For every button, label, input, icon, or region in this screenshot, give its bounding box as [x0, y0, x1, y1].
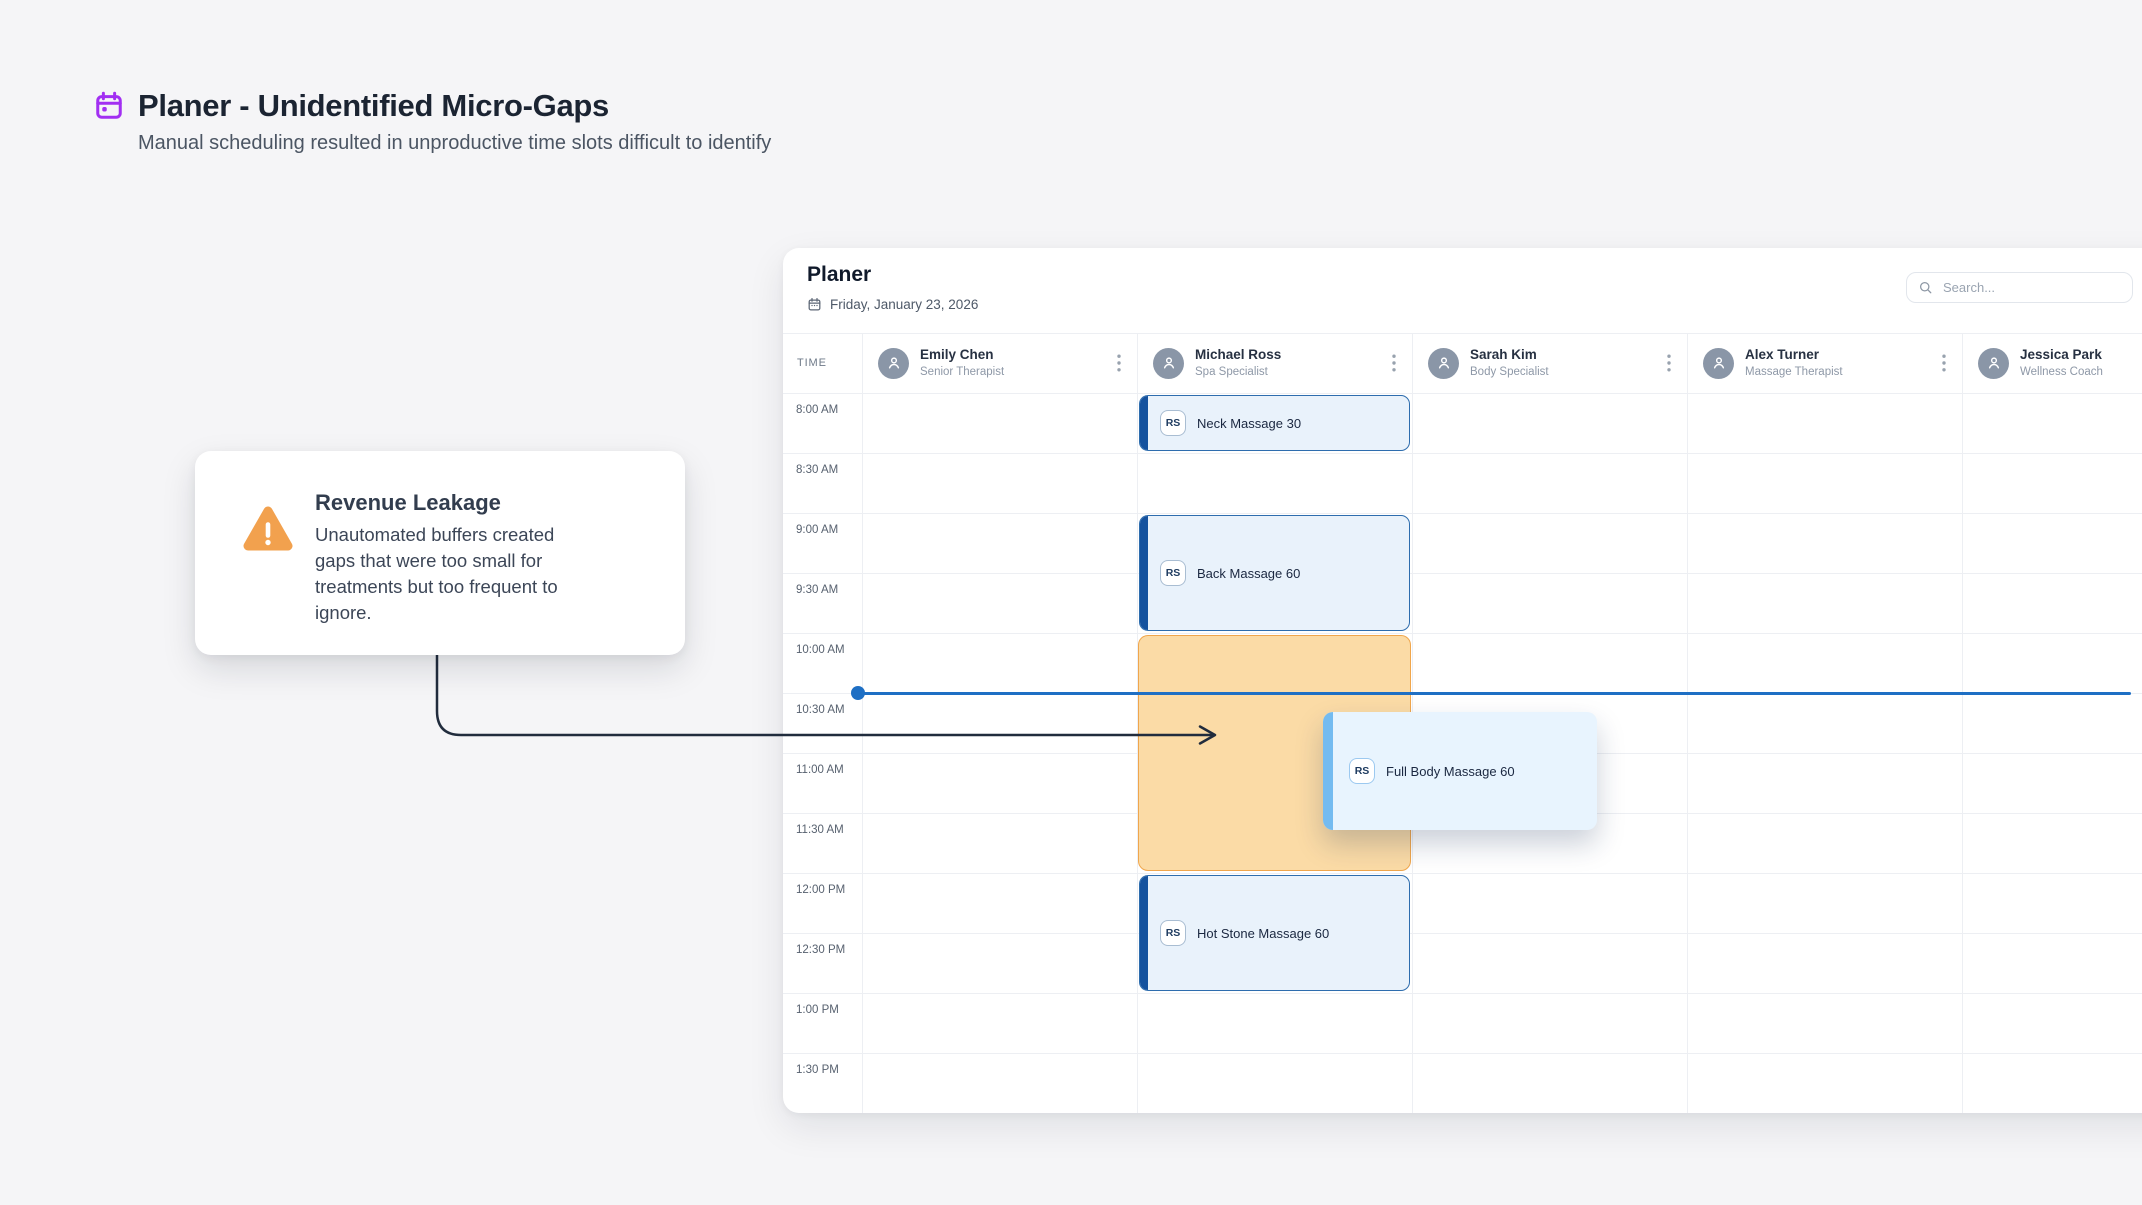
grid-row-line: [783, 333, 2142, 334]
therapist-name: Michael Ross: [1195, 347, 1282, 363]
therapist-header-alex-turner: Alex Turner Massage Therapist: [1687, 333, 1962, 393]
therapist-header-emily-chen: Emily Chen Senior Therapist: [862, 333, 1137, 393]
grid-column-line: [862, 333, 863, 1113]
scheduler-panel: Planer Friday, January 23, 2026 TIME: [783, 248, 2142, 1113]
current-time-indicator-line: [858, 692, 2131, 695]
grid-row-line: [783, 633, 2142, 634]
appointment-back-massage-60[interactable]: RS Back Massage 60: [1139, 515, 1410, 631]
warning-triangle-icon: [242, 503, 294, 551]
grid-row-line: [783, 513, 2142, 514]
therapist-header-jessica-park: Jessica Park Wellness Coach: [1962, 333, 2142, 393]
therapist-role: Wellness Coach: [2020, 366, 2103, 379]
grid-row-line: [783, 453, 2142, 454]
therapist-name: Alex Turner: [1745, 347, 1820, 363]
appointment-accent-bar: [1323, 712, 1333, 830]
avatar: [1428, 347, 1459, 379]
time-label: 9:30 AM: [796, 584, 839, 596]
search-box[interactable]: [1906, 272, 2133, 303]
kebab-menu-icon[interactable]: [1667, 354, 1671, 372]
time-label: 10:00 AM: [796, 644, 845, 656]
appointment-accent-bar: [1140, 876, 1148, 990]
revenue-leakage-callout: Revenue Leakage Unautomated buffers crea…: [195, 451, 685, 655]
search-icon: [1918, 280, 1933, 295]
appointment-label: Back Massage 60: [1197, 565, 1301, 581]
kebab-menu-icon[interactable]: [1392, 354, 1396, 372]
search-input[interactable]: [1941, 279, 2121, 296]
callout-body: Unautomated buffers created gaps that we…: [315, 524, 558, 623]
page-subtitle: Manual scheduling resulted in unproducti…: [138, 132, 772, 154]
time-label: 1:00 PM: [796, 1004, 839, 1016]
therapist-initials-badge: RS: [1160, 410, 1186, 436]
grid-row-line: [783, 873, 2142, 874]
time-label: 11:30 AM: [796, 824, 844, 836]
therapist-name: Sarah Kim: [1470, 347, 1537, 363]
grid-row-line: [783, 393, 2142, 394]
time-label: 10:30 AM: [796, 704, 845, 716]
grid-column-line: [1687, 333, 1688, 1113]
appointment-label: Full Body Massage 60: [1386, 763, 1515, 779]
therapist-role: Senior Therapist: [920, 366, 1005, 379]
avatar: [878, 347, 909, 379]
calendar-icon: [94, 91, 124, 121]
callout-title: Revenue Leakage: [315, 490, 501, 515]
page-heading: Planer - Unidentified Micro-Gaps Manual …: [94, 88, 771, 155]
appointment-accent-bar: [1140, 516, 1148, 630]
floating-appointment-full-body-massage[interactable]: RS Full Body Massage 60: [1323, 712, 1597, 830]
time-label: 9:00 AM: [796, 524, 839, 536]
grid-row-line: [783, 993, 2142, 994]
page-title: Planer - Unidentified Micro-Gaps: [138, 88, 609, 123]
therapist-role: Massage Therapist: [1745, 366, 1843, 379]
time-label: 8:30 AM: [796, 464, 839, 476]
grid-column-line: [1962, 333, 1963, 1113]
appointment-accent-bar: [1140, 396, 1148, 450]
scheduler-date: Friday, January 23, 2026: [807, 297, 978, 312]
grid-row-line: [783, 933, 2142, 934]
time-column-header: TIME: [797, 357, 827, 369]
therapist-initials-badge: RS: [1349, 758, 1375, 784]
kebab-menu-icon[interactable]: [1942, 354, 1946, 372]
time-label: 1:30 PM: [796, 1064, 839, 1076]
appointment-neck-massage-30[interactable]: RS Neck Massage 30: [1139, 395, 1410, 451]
time-label: 12:00 PM: [796, 884, 846, 896]
therapist-header-sarah-kim: Sarah Kim Body Specialist: [1412, 333, 1687, 393]
kebab-menu-icon[interactable]: [1117, 354, 1121, 372]
therapist-name: Emily Chen: [920, 347, 994, 363]
therapist-role: Body Specialist: [1470, 366, 1549, 379]
time-label: 11:00 AM: [796, 764, 844, 776]
therapist-name: Jessica Park: [2020, 347, 2102, 363]
grid-row-line: [783, 573, 2142, 574]
therapist-header-michael-ross: Michael Ross Spa Specialist: [1137, 333, 1412, 393]
therapist-role: Spa Specialist: [1195, 366, 1268, 379]
therapist-initials-badge: RS: [1160, 920, 1186, 946]
avatar: [1978, 347, 2009, 379]
avatar: [1153, 347, 1184, 379]
avatar: [1703, 347, 1734, 379]
current-time-indicator-dot: [851, 686, 865, 700]
grid-row-line: [783, 1053, 2142, 1054]
scheduler-title: Planer: [807, 263, 872, 286]
calendar-small-icon: [807, 297, 822, 312]
time-label: 8:00 AM: [796, 404, 839, 416]
therapist-initials-badge: RS: [1160, 560, 1186, 586]
appointment-label: Hot Stone Massage 60: [1197, 925, 1330, 941]
appointment-label: Neck Massage 30: [1197, 415, 1302, 431]
appointment-hot-stone-massage-60[interactable]: RS Hot Stone Massage 60: [1139, 875, 1410, 991]
time-label: 12:30 PM: [796, 944, 846, 956]
